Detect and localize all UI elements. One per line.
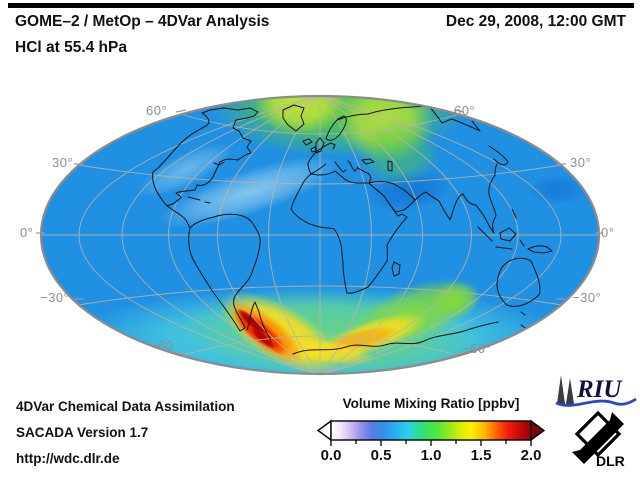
colorbar-left-arrow bbox=[316, 419, 332, 442]
low-patch-west-pacific bbox=[528, 175, 588, 205]
lat-label-left-0: 0° bbox=[20, 225, 34, 240]
coast-americas bbox=[152, 104, 313, 332]
plot-datetime: Dec 29, 2008, 12:00 GMT bbox=[445, 13, 626, 30]
lat-label-right-m60: −60° bbox=[462, 341, 492, 356]
lat-label-left-60: 60° bbox=[146, 103, 168, 118]
colorbar-tick-4: 2.0 bbox=[520, 447, 542, 464]
colorbar-tick-2: 1.0 bbox=[420, 447, 442, 464]
colorbar-ticks bbox=[330, 440, 532, 446]
north-polar-core-west bbox=[254, 96, 346, 135]
lat-label-right-30: 30° bbox=[570, 155, 592, 170]
footer-line-1: 4DVar Chemical Data Assimilation bbox=[16, 399, 235, 414]
riu-wave-icon bbox=[555, 397, 637, 407]
lat-label-right-0: 0° bbox=[601, 225, 615, 240]
lat-label-left-m60: −60 bbox=[150, 338, 174, 353]
lat-label-right-60: 60° bbox=[454, 103, 476, 118]
dlr-emblem-icon bbox=[572, 410, 624, 464]
hotspot-darkred-streak-2 bbox=[250, 327, 276, 349]
dlr-logo: DLR bbox=[572, 410, 625, 468]
lat-ticks bbox=[36, 109, 603, 356]
north-green-lobe bbox=[356, 118, 440, 186]
colorbar-tick-0: 0.0 bbox=[320, 447, 342, 464]
colorbar-tick-3: 1.5 bbox=[470, 447, 492, 464]
lat-label-right-m30: −30° bbox=[572, 290, 602, 305]
pale-band-north-atlantic bbox=[159, 155, 341, 229]
map-outline bbox=[39, 94, 601, 376]
hotspot-darkred-streak-1 bbox=[236, 308, 268, 336]
lat-label-left-m30: −30° bbox=[40, 290, 70, 305]
plot-title: GOME–2 / MetOp – 4DVar Analysis bbox=[15, 13, 270, 30]
coast-europe-africa bbox=[290, 115, 416, 294]
cathedral-icon bbox=[557, 375, 574, 404]
colorbar bbox=[316, 419, 545, 446]
colorbar-right-arrow bbox=[530, 419, 545, 442]
footer-line-2: SACADA Version 1.7 bbox=[16, 425, 149, 440]
riu-text: RIU bbox=[576, 376, 623, 403]
coast-antarctica bbox=[246, 301, 499, 355]
dlr-text: DLR bbox=[596, 453, 625, 468]
plot-subtitle: HCl at 55.4 hPa bbox=[15, 39, 127, 56]
graticule bbox=[41, 96, 599, 374]
pale-band-north-pacific bbox=[137, 143, 233, 197]
riu-logo: RIU bbox=[555, 375, 637, 407]
footer-line-3: http://wdc.dlr.de bbox=[16, 451, 120, 466]
colorbar-tick-1: 0.5 bbox=[370, 447, 392, 464]
top-black-bar bbox=[8, 3, 634, 8]
colorbar-gradient-bar bbox=[330, 420, 532, 441]
lat-label-left-30: 30° bbox=[52, 155, 74, 170]
colorbar-title: Volume Mixing Ratio [ppbv] bbox=[342, 396, 520, 411]
